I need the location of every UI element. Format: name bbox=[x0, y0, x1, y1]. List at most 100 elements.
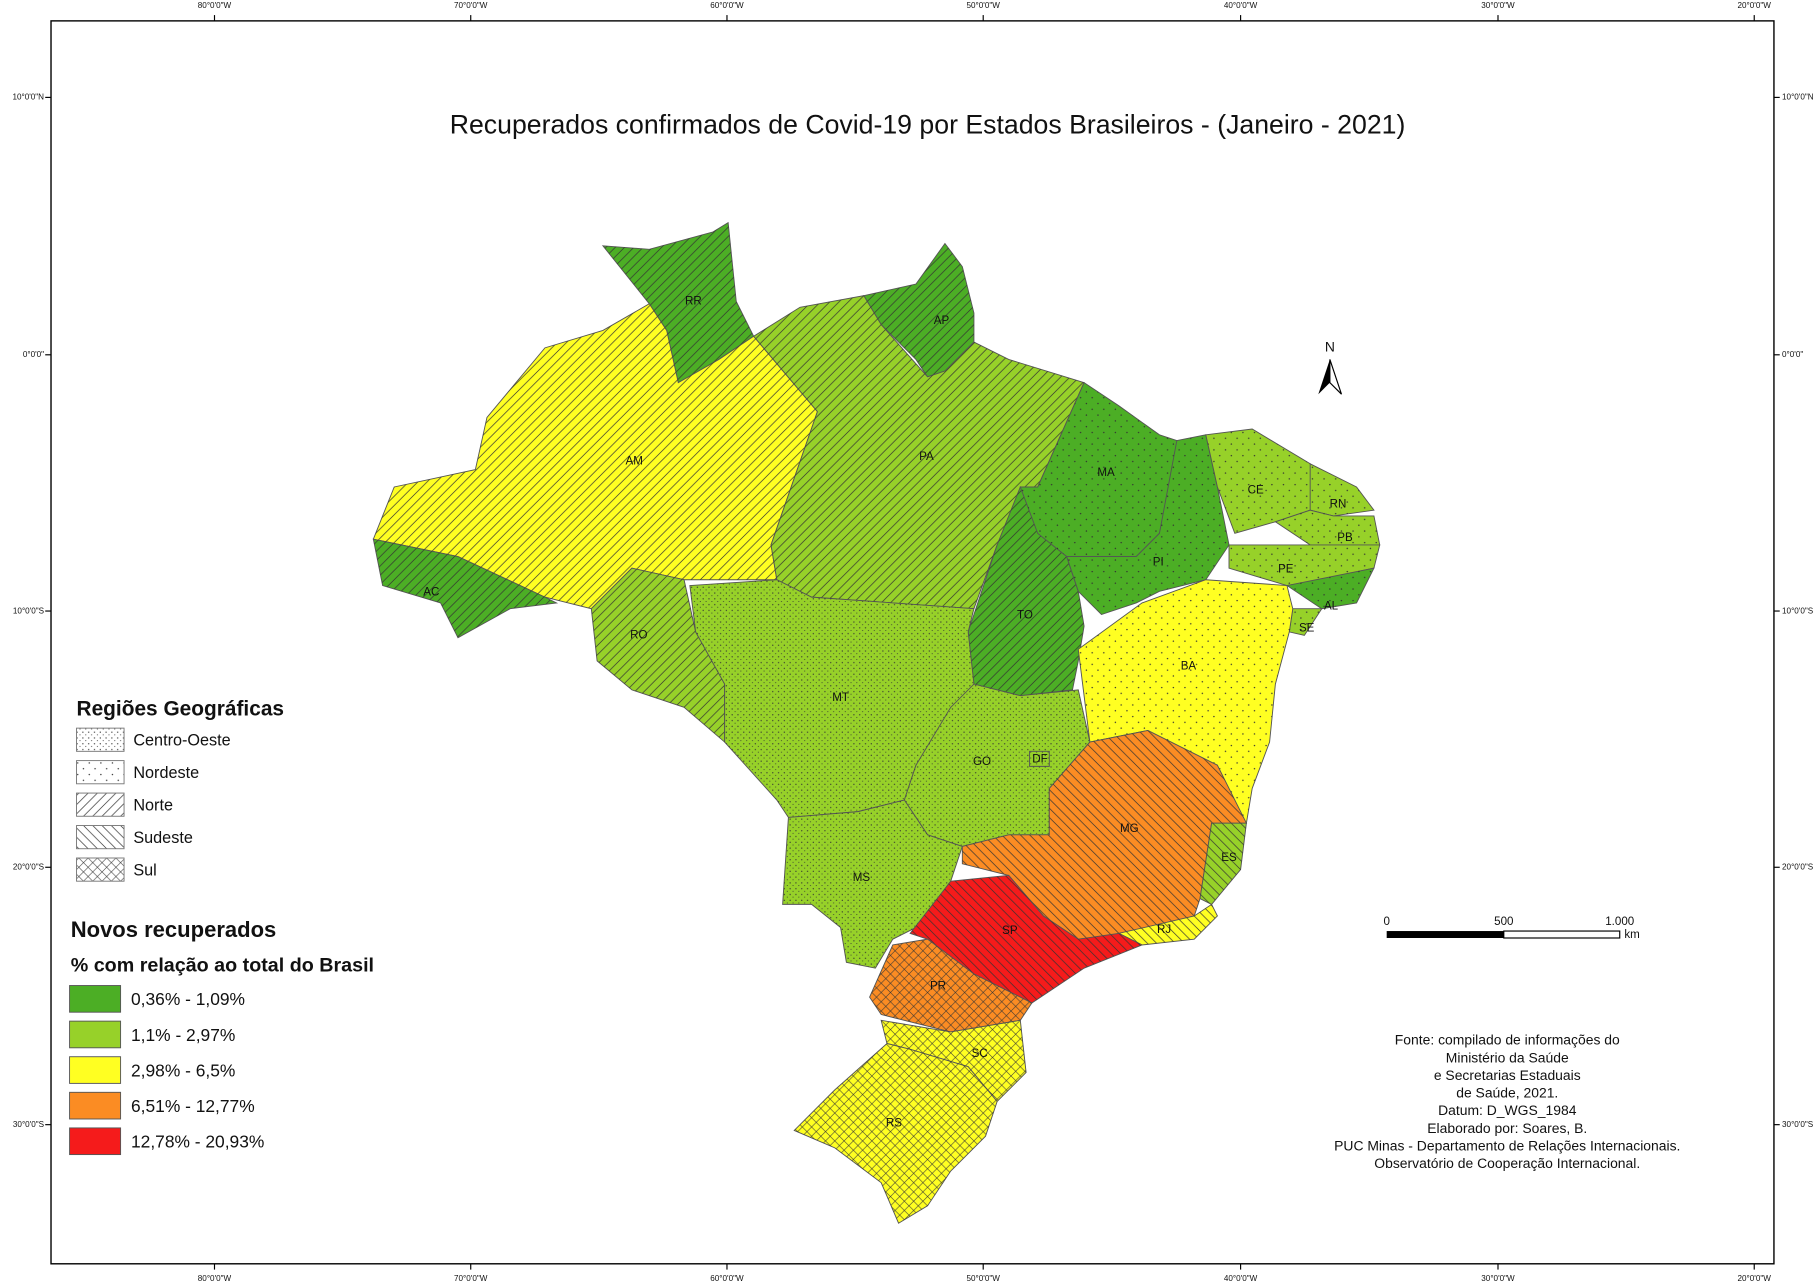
legend-label: Norte bbox=[133, 796, 173, 814]
states: RR AP AM PA AC RO TO MA PI CE RN PB PE AL SE BA MT GO DF MS… bbox=[372, 221, 1381, 1224]
state-label: SP bbox=[1002, 925, 1018, 937]
state-label: SE bbox=[1299, 622, 1315, 634]
state-pattern bbox=[1205, 429, 1334, 534]
state-label: SC bbox=[972, 1048, 988, 1060]
latitude-label: 30°0'0"S bbox=[13, 1120, 45, 1129]
state-pattern bbox=[602, 222, 754, 383]
latitude-label: 20°0'0"S bbox=[1782, 863, 1814, 872]
legend-label: 12,78% - 20,93% bbox=[131, 1132, 264, 1152]
source-line: e Secretarias Estaduais bbox=[1434, 1067, 1581, 1083]
latitude-label: 10°0'0"N bbox=[12, 93, 44, 102]
state-label: CE bbox=[1248, 485, 1264, 497]
state-label: AM bbox=[626, 456, 643, 468]
north-label: N bbox=[1325, 338, 1335, 354]
latitude-label: 0°0'0" bbox=[23, 350, 44, 359]
legend-swatch bbox=[76, 727, 125, 752]
latitude-label: 10°0'0"N bbox=[1782, 93, 1814, 102]
longitude-label: 40°0'0"W bbox=[1224, 1, 1258, 10]
scale-label: 1.000 bbox=[1605, 916, 1634, 928]
state-pattern bbox=[1289, 608, 1322, 636]
scale-unit: km bbox=[1624, 929, 1639, 941]
legend-label: 1,1% - 2,97% bbox=[131, 1025, 235, 1045]
longitude-label: 70°0'0"W bbox=[454, 1, 488, 10]
state-pattern bbox=[1118, 904, 1218, 945]
longitude-label: 40°0'0"W bbox=[1224, 1274, 1258, 1283]
state-pattern bbox=[1200, 823, 1247, 905]
legend-swatch bbox=[76, 857, 125, 882]
legend-swatch bbox=[69, 985, 122, 1013]
state-pattern bbox=[794, 1043, 998, 1224]
longitude-label: 60°0'0"W bbox=[710, 1, 744, 10]
state-pattern bbox=[863, 243, 974, 377]
state-pattern bbox=[1275, 510, 1380, 545]
state-label: RN bbox=[1330, 498, 1347, 510]
legend-subtitle: % com relação ao total do Brasil bbox=[71, 955, 374, 977]
state-pattern bbox=[904, 684, 1090, 847]
latitude-label: 10°0'0"S bbox=[13, 606, 45, 615]
legend-swatch bbox=[76, 792, 125, 817]
north-arrow: N bbox=[1318, 338, 1343, 395]
state-pattern bbox=[869, 939, 1032, 1032]
longitude-label: 30°0'0"W bbox=[1481, 1, 1515, 10]
legend-label: Centro-Oeste bbox=[133, 732, 230, 750]
scale-label: 500 bbox=[1494, 916, 1513, 928]
state-pattern bbox=[782, 800, 963, 969]
state-label: MS bbox=[853, 872, 871, 884]
longitude-label: 30°0'0"W bbox=[1481, 1274, 1515, 1283]
legend-label: Nordeste bbox=[133, 764, 199, 782]
state-label: PE bbox=[1278, 563, 1294, 575]
latitude-label: 10°0'0"S bbox=[1782, 606, 1814, 615]
legend-title: Regiões Geográficas bbox=[77, 697, 285, 720]
state-pattern bbox=[1310, 463, 1374, 516]
source-line: Observatório de Cooperação Internacional… bbox=[1374, 1155, 1640, 1171]
state-label: AC bbox=[423, 587, 439, 599]
state-pattern bbox=[373, 303, 818, 609]
state-label: TO bbox=[1017, 610, 1033, 622]
latitude-label: 30°0'0"S bbox=[1782, 1120, 1814, 1129]
state-label: GO bbox=[973, 756, 991, 768]
longitude-label: 60°0'0"W bbox=[710, 1274, 744, 1283]
source-line: de Saúde, 2021. bbox=[1456, 1085, 1558, 1101]
longitude-label: 20°0'0"W bbox=[1738, 1274, 1772, 1283]
source-line: Fonte: compilado de informações do bbox=[1395, 1032, 1620, 1048]
source-line: PUC Minas - Departamento de Relações Int… bbox=[1334, 1137, 1680, 1153]
scale-label: 0 bbox=[1383, 916, 1389, 928]
state-pattern bbox=[1029, 751, 1050, 767]
legend-swatch bbox=[76, 760, 125, 785]
longitude-label: 80°0'0"W bbox=[198, 1, 232, 10]
legend-swatch bbox=[69, 1020, 122, 1049]
source-line: Elaborado por: Soares, B. bbox=[1427, 1120, 1587, 1136]
legend-label: 2,98% - 6,5% bbox=[131, 1060, 235, 1080]
state-label: MG bbox=[1120, 823, 1139, 835]
state-pattern bbox=[689, 579, 974, 818]
state-pattern bbox=[1078, 579, 1293, 824]
latitude-label: 0°0'0" bbox=[1782, 350, 1803, 359]
state-label: RO bbox=[630, 629, 647, 641]
legend-swatch bbox=[69, 1056, 122, 1084]
state-pattern bbox=[1229, 544, 1380, 586]
legend-swatch bbox=[76, 825, 125, 850]
source-line: Ministério da Saúde bbox=[1446, 1049, 1569, 1065]
state-pattern bbox=[962, 730, 1247, 940]
map-title: Recuperados confirmados de Covid-19 por … bbox=[450, 109, 1406, 139]
longitude-label: 70°0'0"W bbox=[454, 1274, 488, 1283]
state-pattern bbox=[1286, 568, 1374, 609]
latitude-label: 20°0'0"S bbox=[13, 863, 45, 872]
state-label: DF bbox=[1032, 754, 1047, 766]
state-pattern bbox=[910, 875, 1143, 1003]
state-label: PI bbox=[1153, 556, 1164, 568]
state-label: BA bbox=[1181, 661, 1197, 673]
state-label: RR bbox=[685, 296, 702, 308]
legend-label: Sul bbox=[133, 861, 156, 879]
longitude-label: 50°0'0"W bbox=[967, 1274, 1001, 1283]
map-frame bbox=[50, 20, 1775, 1265]
legend-label: 6,51% - 12,77% bbox=[131, 1096, 255, 1116]
legend-label: Sudeste bbox=[133, 829, 193, 847]
state-pattern bbox=[1066, 434, 1230, 615]
state-label: MT bbox=[832, 692, 849, 704]
longitude-label: 20°0'0"W bbox=[1738, 1, 1772, 10]
state-label: AL bbox=[1324, 600, 1339, 612]
state-label: RS bbox=[886, 1118, 902, 1130]
